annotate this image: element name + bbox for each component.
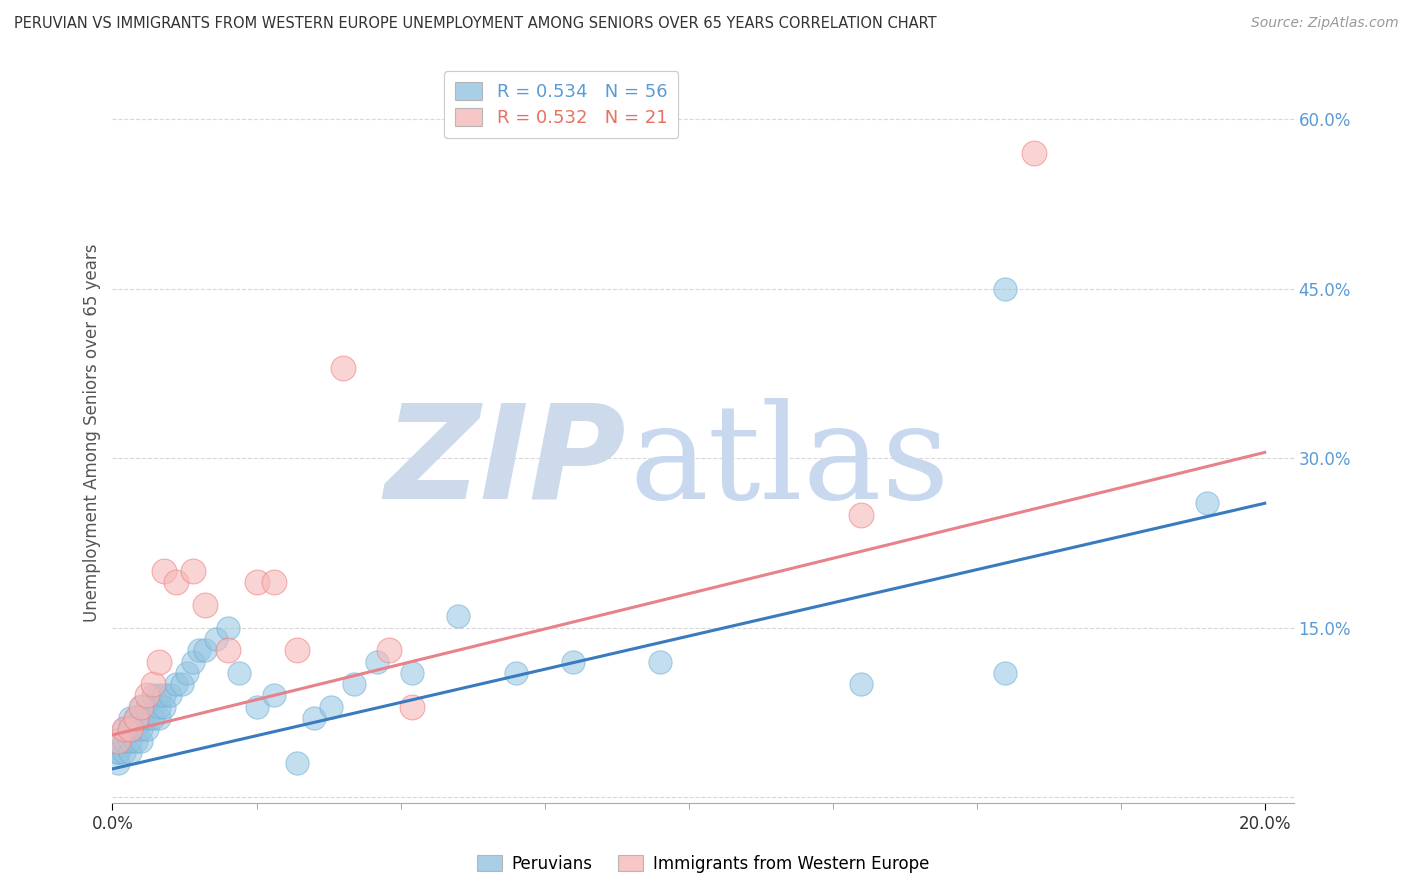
- Point: [118, 733, 141, 747]
- Point: [245, 699, 267, 714]
- Text: ZIP: ZIP: [385, 399, 626, 525]
- Point: [129, 723, 152, 737]
- Point: [851, 508, 873, 522]
- Point: [217, 643, 239, 657]
- Y-axis label: Unemployment Among Seniors over 65 years: Unemployment Among Seniors over 65 years: [83, 244, 101, 622]
- Point: [118, 723, 141, 737]
- Point: [142, 677, 165, 691]
- Point: [302, 711, 325, 725]
- Point: [112, 723, 135, 737]
- Point: [129, 733, 152, 747]
- Point: [165, 677, 187, 691]
- Point: [170, 677, 193, 691]
- Legend: R = 0.534   N = 56, R = 0.532   N = 21: R = 0.534 N = 56, R = 0.532 N = 21: [444, 71, 678, 138]
- Point: [648, 655, 671, 669]
- Legend: Peruvians, Immigrants from Western Europe: Peruvians, Immigrants from Western Europ…: [470, 848, 936, 880]
- Point: [112, 723, 135, 737]
- Point: [1024, 145, 1046, 160]
- Point: [332, 360, 354, 375]
- Point: [136, 689, 159, 703]
- Point: [1197, 496, 1219, 510]
- Point: [148, 699, 170, 714]
- Point: [285, 643, 308, 657]
- Point: [378, 643, 401, 657]
- Point: [148, 655, 170, 669]
- Point: [245, 575, 267, 590]
- Point: [994, 665, 1017, 680]
- Text: Source: ZipAtlas.com: Source: ZipAtlas.com: [1251, 16, 1399, 30]
- Point: [124, 711, 146, 725]
- Point: [321, 699, 343, 714]
- Point: [194, 643, 217, 657]
- Point: [118, 723, 141, 737]
- Point: [107, 756, 129, 771]
- Point: [447, 609, 470, 624]
- Point: [994, 281, 1017, 295]
- Point: [112, 745, 135, 759]
- Point: [205, 632, 228, 646]
- Point: [136, 699, 159, 714]
- Point: [181, 564, 204, 578]
- Point: [366, 655, 388, 669]
- Point: [107, 745, 129, 759]
- Point: [124, 711, 146, 725]
- Point: [136, 711, 159, 725]
- Point: [165, 575, 187, 590]
- Point: [107, 733, 129, 747]
- Point: [124, 733, 146, 747]
- Point: [118, 745, 141, 759]
- Point: [263, 575, 285, 590]
- Point: [124, 711, 146, 725]
- Point: [129, 699, 152, 714]
- Text: atlas: atlas: [630, 398, 950, 527]
- Point: [159, 689, 181, 703]
- Point: [401, 665, 423, 680]
- Point: [112, 733, 135, 747]
- Point: [112, 733, 135, 747]
- Point: [148, 689, 170, 703]
- Point: [194, 598, 217, 612]
- Point: [343, 677, 366, 691]
- Point: [285, 756, 308, 771]
- Point: [228, 665, 250, 680]
- Point: [562, 655, 585, 669]
- Point: [153, 699, 176, 714]
- Point: [153, 564, 176, 578]
- Point: [148, 711, 170, 725]
- Point: [263, 689, 285, 703]
- Point: [107, 745, 129, 759]
- Point: [129, 699, 152, 714]
- Point: [153, 689, 176, 703]
- Point: [118, 711, 141, 725]
- Point: [181, 655, 204, 669]
- Text: PERUVIAN VS IMMIGRANTS FROM WESTERN EUROPE UNEMPLOYMENT AMONG SENIORS OVER 65 YE: PERUVIAN VS IMMIGRANTS FROM WESTERN EURO…: [14, 16, 936, 31]
- Point: [136, 723, 159, 737]
- Point: [217, 621, 239, 635]
- Point: [142, 689, 165, 703]
- Point: [187, 643, 209, 657]
- Point: [851, 677, 873, 691]
- Point: [176, 665, 198, 680]
- Point: [142, 711, 165, 725]
- Point: [129, 711, 152, 725]
- Point: [124, 723, 146, 737]
- Point: [505, 665, 527, 680]
- Point: [118, 723, 141, 737]
- Point: [401, 699, 423, 714]
